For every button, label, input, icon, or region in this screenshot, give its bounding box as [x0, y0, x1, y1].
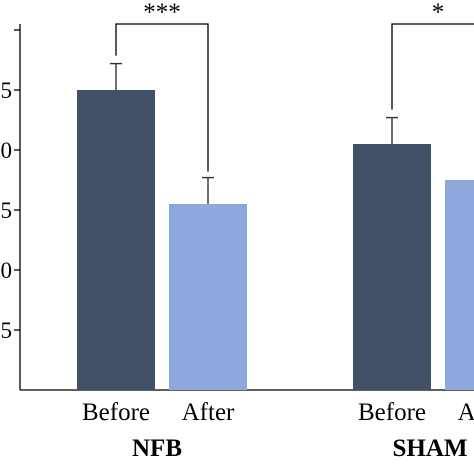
y-tick-label: .5 — [0, 78, 12, 103]
category-labels: BeforeAfterNFBBeforeAfterSHAM — [82, 399, 474, 462]
y-tick-label: 0 — [1, 138, 13, 163]
y-tick-label: 0 — [1, 258, 13, 283]
y-tick-label: .5 — [0, 198, 12, 223]
significance-bracket — [391, 23, 474, 110]
bar-nfb-before — [77, 90, 155, 390]
group-label: SHAM — [393, 435, 468, 462]
bar-nfb-after — [169, 204, 247, 390]
significance-marker: *** — [143, 0, 181, 26]
x-tick-label: After — [458, 399, 474, 426]
y-tick-label: .5 — [0, 318, 12, 343]
bar-sham-after — [445, 180, 474, 390]
bars — [77, 90, 474, 390]
significance-marker: * — [432, 0, 445, 26]
x-tick-label: After — [182, 399, 235, 426]
bar-sham-before — [353, 144, 431, 390]
significance-bracket — [115, 23, 209, 172]
x-tick-label: Before — [358, 399, 426, 426]
significance-brackets: *** * — [115, 0, 474, 172]
x-tick-label: Before — [82, 399, 150, 426]
error-bars — [110, 62, 398, 204]
group-label: NFB — [132, 435, 182, 462]
y-axis-ticks: .5 0 .5 0 .5 — [0, 29, 20, 343]
